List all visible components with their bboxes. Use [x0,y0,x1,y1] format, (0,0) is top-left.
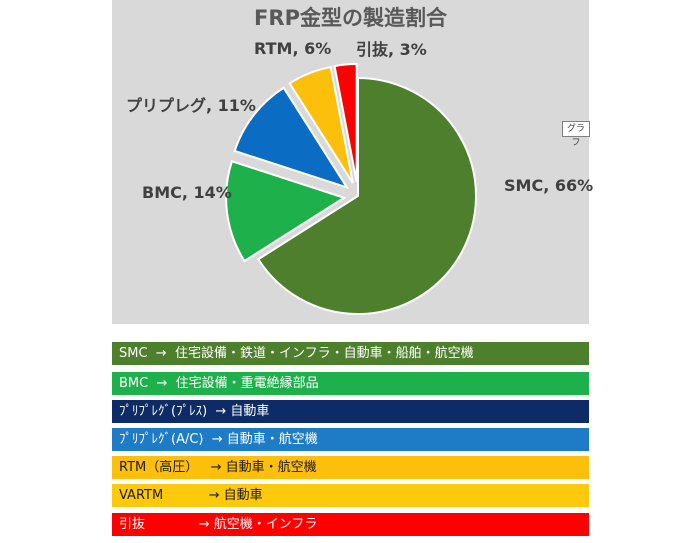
pie-slice-BMC [225,160,347,263]
slice-label-prepreg: プリプレグ, 11% [126,96,256,115]
slice-label-pultrusion: 引抜, 3% [356,40,427,59]
chart-title: FRP金型の製造割合 [254,6,447,30]
legend-bar-smc: SMC → 住宅設備・鉄道・インフラ・自動車・船舶・航空機 [112,342,589,365]
pie-chart: FRP金型の製造割合 SMC, 66% BMC, 14% プリプレグ, 11% … [112,0,593,324]
slice-label-smc: SMC, 66% [504,176,594,195]
legend-bar-prepreg-ac: ﾌﾟﾘﾌﾟﾚｸﾞ(A/C) → 自動車・航空機 [112,428,589,451]
slice-label-rtm: RTM, 6% [254,39,332,58]
pie-chart-svg [225,63,477,315]
legend-bar-rtm: RTM（高圧） → 自動車・航空機 [112,456,589,479]
pie-slice-SMC [256,76,477,315]
legend-bar-prepreg-press: ﾌﾟﾘﾌﾟﾚｸﾞ(ﾌﾟﾚｽ) → 自動車 [112,400,589,423]
graph-tag[interactable]: グラフ [562,121,590,148]
legend-bar-bmc: BMC → 住宅設備・重電絶縁部品 [112,372,589,395]
pie-slice-引抜 [333,63,358,183]
pie-slice-RTM [288,65,354,184]
pie-slice-プリプレグ [233,86,350,190]
legend-bar-vartm: VARTM → 自動車 [112,484,589,507]
legend-bar-pultrusion: 引抜 → 航空機・インフラ [112,513,589,536]
slice-label-bmc: BMC, 14% [142,183,232,202]
